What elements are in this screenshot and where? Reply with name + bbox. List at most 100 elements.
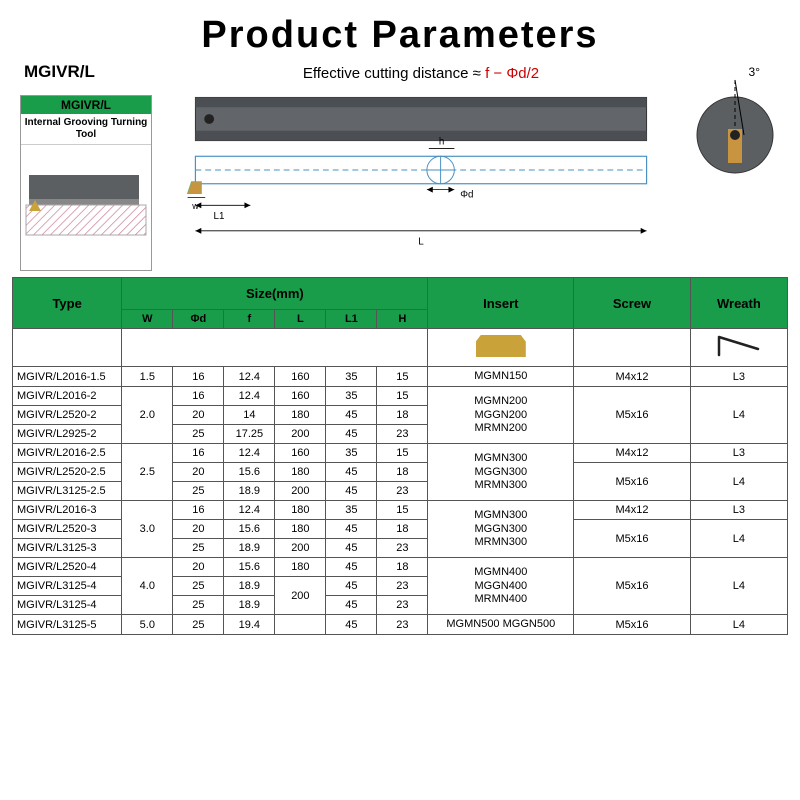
cell-f: 12.4 [224,444,275,463]
cell-L: 200 [275,539,326,558]
cell-f: 18.9 [224,596,275,615]
cell-screw: M4x12 [574,501,691,520]
cell-wreath: L4 [690,463,787,501]
cell-f: 18.9 [224,539,275,558]
cell-d: 20 [173,463,224,482]
cell-wreath: L4 [690,387,787,444]
model-label: MGIVR/L [24,62,95,82]
cell-wreath: L4 [690,558,787,615]
cell-insert: MGMN500 MGGN500 [428,615,574,635]
cell-H: 15 [377,367,428,387]
cell-f: 12.4 [224,367,275,387]
cell-L1: 45 [326,520,377,539]
cell-H: 23 [377,425,428,444]
cell-d: 16 [173,387,224,406]
cell-d: 25 [173,577,224,596]
cell-W: 5.0 [122,615,173,635]
cell-insert: MGMN300 MGGN300 MRMN300 [428,444,574,501]
cell-type: MGIVR/L2016-3 [13,501,122,520]
cell-type: MGIVR/L3125-4 [13,577,122,596]
cell-L1: 45 [326,463,377,482]
table-row: MGIVR/L2016-33.01612.41803515MGMN300 MGG… [13,501,788,520]
cell-d: 25 [173,425,224,444]
cell-L: 160 [275,444,326,463]
cell-L1: 35 [326,444,377,463]
cell-insert: MGMN300 MGGN300 MRMN300 [428,501,574,558]
cell-type: MGIVR/L3125-2.5 [13,482,122,501]
dim-L1: L1 [214,211,225,222]
cell-L1: 35 [326,501,377,520]
cell-d: 25 [173,539,224,558]
cell-d: 25 [173,482,224,501]
cell-f: 15.6 [224,463,275,482]
cell-screw: M5x16 [574,615,691,635]
diagram-section: MGIVR/L Internal Grooving Turning Tool E… [0,57,800,277]
cell-W: 3.0 [122,501,173,558]
cell-L1: 45 [326,406,377,425]
cell-H: 18 [377,558,428,577]
wreath-icon [714,333,764,359]
insert-icon [476,335,526,357]
table-row: MGIVR/L2520-44.02015.61804518MGMN400 MGG… [13,558,788,577]
th-wreath: Wreath [690,278,787,329]
cell-W: 2.5 [122,444,173,501]
cell-H: 18 [377,463,428,482]
cell-type: MGIVR/L2520-2.5 [13,463,122,482]
dim-w: w [191,201,199,211]
cell-f: 12.4 [224,501,275,520]
cell-f: 19.4 [224,615,275,635]
cell-L1: 45 [326,425,377,444]
table-row: MGIVR/L3125-55.02519.44523MGMN500 MGGN50… [13,615,788,635]
cell-H: 15 [377,444,428,463]
tool-diagram: Effective cutting distance ≈ f − Φd/2 L1… [166,65,676,271]
table-row: MGIVR/L2016-1.51.51612.41603515MGMN150M4… [13,367,788,387]
cell-L: 200 [275,577,326,615]
th-size-L1: L1 [326,310,377,329]
cell-L: 160 [275,367,326,387]
th-size-W: W [122,310,173,329]
tool-svg: L1 w h Φd L [166,86,676,256]
cell-wreath: L4 [690,615,787,635]
cell-type: MGIVR/L2520-2 [13,406,122,425]
screw-icon [602,341,662,351]
angle-label: 3° [749,65,760,79]
cell-H: 23 [377,596,428,615]
cell-H: 15 [377,501,428,520]
cell-type: MGIVR/L2925-2 [13,425,122,444]
cell-screw: M5x16 [574,387,691,444]
angle-diagram: 3° [690,65,780,271]
cell-L1: 35 [326,367,377,387]
cell-L1: 35 [326,387,377,406]
cell-H: 15 [377,387,428,406]
cell-wreath: L3 [690,367,787,387]
th-size-L: L [275,310,326,329]
th-size-Φd: Φd [173,310,224,329]
cell-W: 4.0 [122,558,173,615]
cell-H: 23 [377,482,428,501]
cell-type: MGIVR/L2016-1.5 [13,367,122,387]
parameters-table: Type Size(mm) Insert Screw Wreath WΦdfLL… [12,277,788,635]
cell-L [275,615,326,635]
cell-L1: 45 [326,596,377,615]
cell-screw: M4x12 [574,444,691,463]
cell-f: 17.25 [224,425,275,444]
cell-H: 23 [377,615,428,635]
cell-screw: M5x16 [574,520,691,558]
cell-type: MGIVR/L2016-2 [13,387,122,406]
cell-wreath: L4 [690,520,787,558]
cell-insert: MGMN400 MGGN400 MRMN400 [428,558,574,615]
cell-type: MGIVR/L3125-4 [13,596,122,615]
cutting-value: f − Φd/2 [485,65,539,82]
th-screw: Screw [574,278,691,329]
wreath-icon-cell [690,329,787,367]
cell-L: 160 [275,387,326,406]
cutting-formula: Effective cutting distance ≈ f − Φd/2 [166,65,676,82]
cell-H: 23 [377,577,428,596]
legend-diagram [21,144,151,244]
cell-wreath: L3 [690,444,787,463]
cell-H: 18 [377,520,428,539]
cell-L: 180 [275,463,326,482]
dim-L: L [418,237,424,248]
cell-d: 16 [173,367,224,387]
legend-header: MGIVR/L [21,96,151,114]
